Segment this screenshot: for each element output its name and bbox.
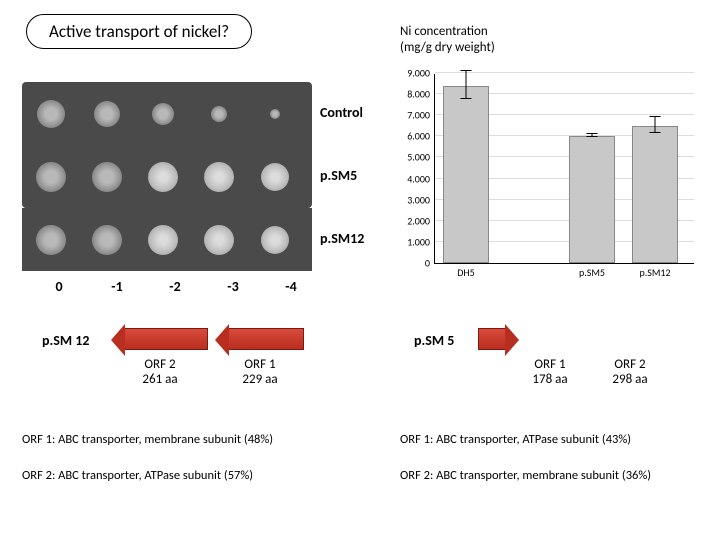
ytick-label: 9.000 [407, 67, 430, 80]
footnote: ORF 1: ABC transporter, membrane subunit… [22, 432, 273, 447]
dilution-label: 0 [30, 278, 88, 295]
bar [569, 136, 615, 263]
ytick-label: 0 [425, 257, 430, 270]
xtick-label: p.SM12 [627, 266, 683, 279]
spot [36, 225, 66, 255]
spot-assay-panel: Controlp.SM5p.SM12 [22, 82, 312, 272]
ytick-label: 8.000 [407, 88, 430, 101]
chart-title: Ni concentration(mg/g dry weight) [400, 24, 495, 55]
spot [270, 109, 280, 119]
dilution-axis: 0-1-2-3-4 [30, 278, 320, 295]
spot-row-label: p.SM5 [320, 167, 357, 184]
spot-row-label: p.SM12 [320, 230, 364, 247]
xtick-label: p.SM5 [564, 266, 620, 279]
error-bar [655, 116, 656, 133]
orf-arrow [478, 328, 506, 350]
bar [632, 126, 678, 263]
spot-row [22, 145, 312, 208]
ytick-label: 3.000 [407, 193, 430, 206]
spot-row [22, 82, 312, 145]
spot [261, 226, 289, 254]
spot [152, 103, 174, 125]
dilution-label: -1 [88, 278, 146, 295]
ni-concentration-chart: 0 1.000 2.000 3.000 4.000 5.000 6.000 7.000 8.00… [396, 72, 696, 282]
spot [211, 106, 227, 122]
footnote: ORF 2: ABC transporter, ATPase subunit (… [22, 468, 253, 483]
spot [261, 163, 289, 191]
cluster-label-left: p.SM 12 [42, 332, 89, 349]
dilution-label: -3 [204, 278, 262, 295]
bar [443, 86, 489, 263]
spot [36, 162, 66, 192]
spot [92, 162, 122, 192]
spot [37, 100, 65, 128]
ytick-label: 7.000 [407, 109, 430, 122]
ytick-label: 6.000 [407, 130, 430, 143]
dilution-label: -2 [146, 278, 204, 295]
dilution-label: -4 [262, 278, 320, 295]
spot [148, 225, 178, 255]
orf-label: ORF 2261 aa [110, 358, 210, 388]
error-bar [466, 70, 467, 100]
spot-row [22, 208, 312, 271]
spot [94, 101, 120, 127]
ytick-label: 4.000 [407, 172, 430, 185]
orf-label: ORF 1178 aa [510, 358, 590, 388]
orf-arrow [228, 328, 304, 350]
page-title: Active transport of nickel? [26, 14, 252, 49]
ytick-label: 2.000 [407, 214, 430, 227]
error-bar [592, 133, 593, 137]
ytick-label: 1.000 [407, 235, 430, 248]
spot [148, 162, 178, 192]
gridline [435, 72, 694, 73]
orf-arrow [124, 328, 208, 350]
footnote: ORF 1: ABC transporter, ATPase subunit (… [400, 432, 631, 447]
cluster-label-right: p.SM 5 [414, 332, 454, 349]
ytick-label: 5.000 [407, 151, 430, 164]
footnote: ORF 2: ABC transporter, membrane subunit… [400, 468, 651, 483]
spot [204, 225, 234, 255]
spot [204, 162, 234, 192]
spot [92, 225, 122, 255]
orf-label: ORF 2298 aa [590, 358, 670, 388]
spot-row-label: Control [320, 104, 363, 121]
xtick-label: DH5 [438, 266, 494, 279]
orf-label: ORF 1229 aa [210, 358, 310, 388]
